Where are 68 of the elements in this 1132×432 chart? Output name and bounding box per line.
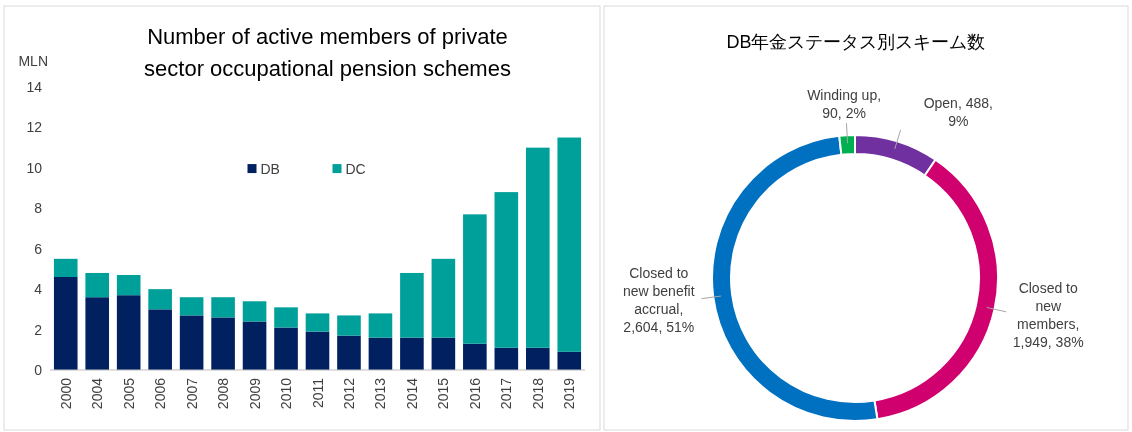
bar: [179, 315, 204, 370]
bar: [337, 335, 361, 370]
y-axis-title: MLN: [18, 53, 48, 69]
bar: [53, 277, 78, 370]
x-tick-label: 2013: [372, 377, 389, 410]
y-tick-label: 0: [34, 362, 43, 378]
bar: [53, 258, 78, 278]
y-tick-label: 14: [26, 79, 43, 95]
y-tick-label: 10: [26, 159, 43, 176]
chart-title: Number of active members of private sector occupational pension schemes: [144, 24, 511, 81]
bar: [463, 343, 487, 370]
bar: [525, 347, 550, 370]
bar: [557, 137, 582, 352]
bar: [211, 317, 235, 370]
bar: [148, 309, 172, 370]
x-tick-label: 2008: [215, 377, 232, 410]
y-tick-label: 8: [34, 200, 43, 217]
y-tick-label: 6: [34, 240, 43, 257]
legend-label: DC: [345, 161, 366, 178]
bar: [494, 192, 519, 348]
slice-label: Closed to new members, 1,949, 38%: [1012, 279, 1084, 350]
bar: [274, 307, 298, 328]
y-tick-label: 12: [26, 119, 43, 136]
slice-label: Open, 488, 9%: [923, 94, 993, 129]
x-tick-label: 2014: [403, 377, 420, 410]
x-tick-label: 2007: [183, 377, 200, 410]
bar: [116, 274, 141, 296]
bar: [525, 147, 550, 348]
x-tick-label: 2011: [309, 377, 326, 409]
bar: [463, 214, 487, 344]
bar: [494, 347, 519, 370]
bar: [557, 351, 582, 370]
bar: [368, 313, 393, 338]
x-tick-label: 2004: [89, 377, 106, 410]
bar: [305, 331, 330, 370]
bar: [274, 327, 298, 370]
bar: [116, 295, 141, 370]
y-tick-label: 2: [34, 321, 43, 338]
bar: [85, 297, 110, 370]
bar: [242, 321, 267, 370]
bar: [400, 337, 424, 370]
x-tick-label: 2018: [529, 377, 546, 410]
x-tick-label: 2012: [340, 377, 357, 410]
x-tick-label: 2009: [246, 377, 263, 410]
bar: [431, 258, 456, 338]
x-tick-label: 2016: [466, 377, 483, 410]
bar: [337, 315, 361, 336]
bar: [179, 297, 204, 316]
slice-label: Closed to new benefit accrual, 2,604, 51%: [622, 265, 695, 336]
chart-title: DB年金ステータス別スキーム数: [726, 32, 986, 52]
bar: [148, 289, 172, 310]
bar: [400, 272, 424, 338]
bar: [211, 297, 235, 318]
x-tick-label: 2005: [120, 377, 137, 410]
bar: [431, 337, 456, 370]
y-tick-label: 4: [34, 281, 43, 298]
x-tick-label: 2019: [561, 377, 578, 410]
bar: [85, 272, 110, 298]
bar: [305, 313, 330, 332]
slice-label: Winding up, 90, 2%: [807, 87, 882, 122]
x-tick-label: 2017: [498, 377, 515, 410]
x-tick-label: 2010: [278, 377, 295, 410]
bar: [242, 301, 267, 322]
x-tick-label: 2015: [435, 377, 452, 410]
x-tick-label: 2006: [152, 377, 169, 410]
bar: [368, 337, 393, 370]
legend-label: DB: [260, 161, 280, 178]
x-tick-label: 2000: [57, 377, 74, 410]
